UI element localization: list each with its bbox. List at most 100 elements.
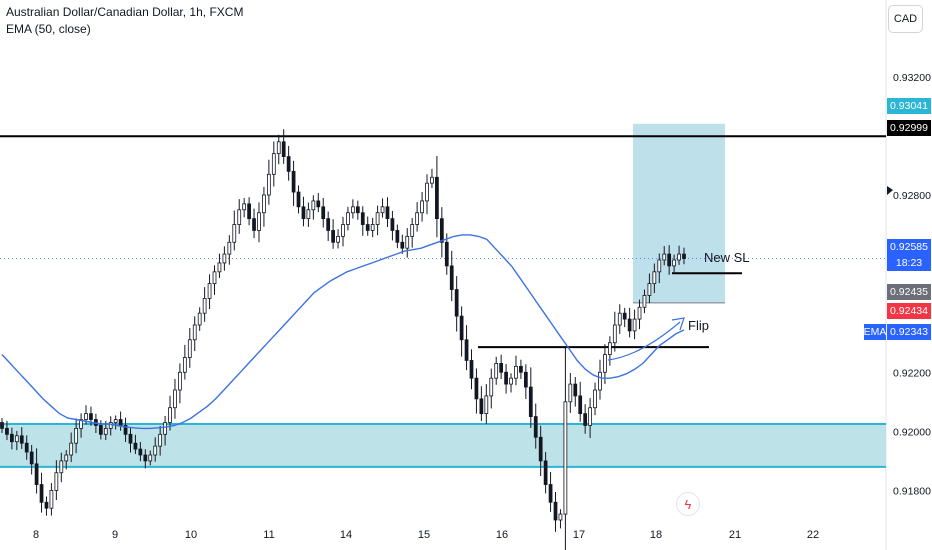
time-axis[interactable]: 8 9 10 11 14 15 16 17 18 21 22 [33, 529, 819, 541]
candle [667, 253, 672, 267]
candle [568, 383, 573, 403]
candle [276, 141, 281, 155]
support-zone [0, 423, 886, 467]
scroll-arrow-icon[interactable] [887, 186, 893, 195]
candle [143, 454, 148, 462]
target-box [633, 123, 725, 303]
candle [578, 395, 583, 415]
candle [430, 176, 434, 184]
candle [331, 230, 335, 243]
candle [54, 472, 59, 491]
candle [449, 265, 454, 290]
candle [504, 371, 508, 385]
candle [642, 295, 647, 308]
currency-button[interactable]: CAD [888, 5, 923, 33]
candle [405, 235, 410, 249]
candle [375, 212, 380, 225]
candle [197, 312, 202, 326]
candle [14, 435, 19, 443]
ema-label-tag: EMA [863, 324, 887, 340]
time-tick-label: 8 [33, 529, 39, 541]
candle [652, 271, 657, 285]
candle [266, 173, 271, 196]
time-tick-label: 18 [650, 529, 662, 541]
candle [415, 212, 420, 225]
candle [603, 354, 607, 373]
candles [0, 129, 686, 550]
price-tick-label: 0.93200 [893, 72, 931, 84]
candle [657, 259, 662, 273]
candle [271, 153, 276, 175]
candle [262, 194, 266, 214]
candle [98, 425, 103, 435]
candle [435, 176, 439, 220]
target-price-tag: 0.93041 [887, 98, 931, 114]
candle [74, 428, 79, 444]
candle [301, 206, 306, 220]
candle [178, 371, 182, 391]
candle [385, 206, 390, 220]
candle [499, 363, 504, 373]
candle [637, 306, 642, 320]
candle [326, 218, 331, 231]
candle [400, 241, 405, 249]
resistance-price-tag: 0.92999 [887, 120, 931, 136]
candle [286, 156, 291, 172]
candle [10, 433, 14, 443]
candle [69, 442, 74, 456]
candle [588, 407, 592, 426]
candle [247, 203, 251, 220]
candle [380, 206, 385, 214]
candle [563, 401, 568, 515]
symbol-title[interactable]: Australian Dollar/Canadian Dollar, 1h, F… [6, 5, 244, 19]
candle [128, 433, 133, 444]
candle [24, 442, 29, 453]
current-price-value: 0.92585 [890, 241, 928, 253]
candle [509, 377, 513, 385]
flip-arrow [607, 317, 685, 361]
candle [237, 209, 242, 225]
candle [138, 448, 143, 456]
candle [410, 224, 415, 237]
candle [425, 182, 429, 202]
indicator-label[interactable]: EMA (50, close) [6, 22, 91, 36]
candle [296, 191, 301, 208]
candle [108, 422, 113, 429]
candle [439, 218, 444, 243]
candle [19, 435, 24, 444]
price-tick-label: 0.92000 [893, 426, 931, 438]
candle [514, 365, 518, 379]
candle [123, 425, 128, 435]
candle [420, 200, 424, 214]
time-tick-label: 9 [112, 529, 118, 541]
candle [558, 513, 563, 521]
candle [573, 383, 578, 397]
price-axis[interactable]: 0.93200 0.92800 0.92200 0.92000 0.91800 [893, 72, 931, 498]
candle [306, 209, 311, 220]
candle [360, 212, 365, 225]
candle [553, 501, 558, 521]
time-tick-label: 14 [340, 529, 352, 541]
tradingview-logo-icon[interactable]: ϟ [676, 492, 700, 516]
candle [257, 212, 261, 231]
candle [617, 312, 622, 326]
time-tick-label: 16 [496, 529, 508, 541]
time-tick-label: 21 [729, 529, 741, 541]
price-tick-label: 0.91800 [893, 485, 931, 497]
candle [479, 398, 484, 415]
candle [44, 501, 49, 509]
candle [192, 324, 197, 341]
flip-annotation[interactable]: Flip [688, 318, 709, 333]
candle [281, 141, 286, 157]
candle [346, 212, 350, 225]
time-tick-label: 22 [807, 529, 819, 541]
candle [148, 454, 153, 462]
candle [113, 419, 118, 423]
new-sl-annotation[interactable]: New SL [704, 250, 750, 265]
candle [607, 342, 612, 355]
candle [158, 433, 163, 447]
candle [612, 324, 617, 344]
ema-line [1, 234, 685, 430]
candle [182, 357, 187, 373]
